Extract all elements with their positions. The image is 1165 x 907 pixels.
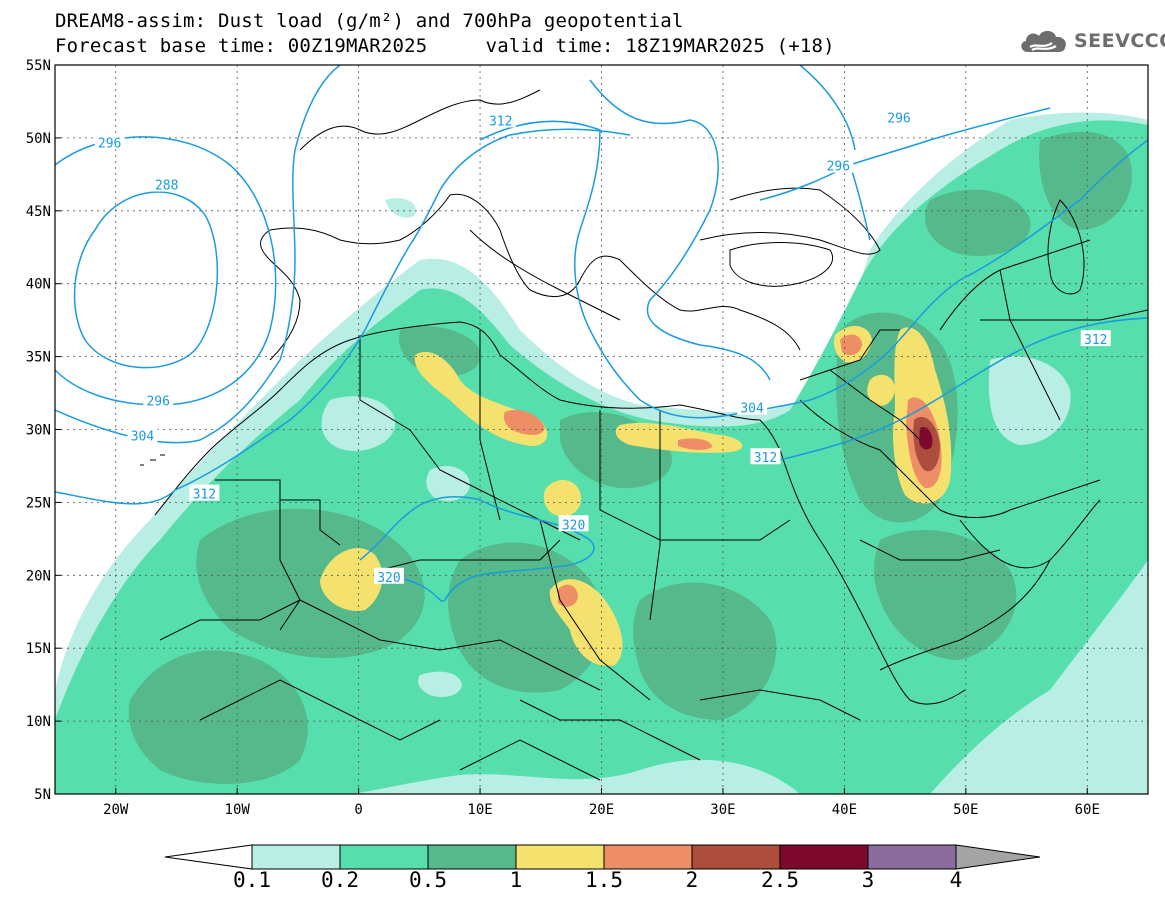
colorbar-bin — [691, 844, 781, 870]
lon-tick-label: 10E — [467, 802, 492, 818]
colorbar-bin — [603, 844, 693, 870]
lat-lon-grid — [55, 65, 1148, 794]
contour-label: 288 — [155, 179, 178, 194]
colorbar-label: 1.5 — [585, 868, 623, 892]
contour-label-bg — [823, 156, 854, 173]
dust-load-shading — [55, 112, 1148, 794]
contour-label: 312 — [1084, 333, 1107, 348]
contour-label: 304 — [740, 402, 764, 417]
logo-text: SEEVCCC — [1074, 30, 1165, 52]
contour-label: 312 — [193, 488, 216, 503]
contour-label: 296 — [887, 111, 910, 126]
contour-label-bg — [143, 391, 174, 408]
contour-label-bg — [750, 448, 781, 465]
lon-tick-label: 60E — [1075, 802, 1100, 818]
contour-label-bg — [1080, 330, 1111, 347]
contour-label: 320 — [377, 571, 400, 586]
contour-label: 320 — [562, 518, 585, 533]
lat-tick-label: 35N — [26, 350, 51, 366]
contour-label-bg — [558, 515, 589, 532]
coastlines-and-borders — [140, 89, 1148, 781]
forecast-times: Forecast base time: 00Z19MAR2025 valid t… — [55, 35, 835, 57]
contour-label-bg — [485, 111, 516, 128]
lat-tick-label: 45N — [26, 204, 51, 220]
contour-label: 304 — [131, 429, 155, 444]
contour-label: 296 — [827, 160, 850, 175]
axis-tick-labels: 20W 10W 0 10E 20E 30E 40E 50E 60E 5N 10N 15N 20N 25N 3… — [26, 58, 1100, 818]
axis-ticks — [55, 64, 1088, 795]
colorbar-label: 0.2 — [321, 868, 359, 892]
lat-tick-label: 30N — [26, 423, 51, 439]
seevccc-logo: SEEVCCC — [1018, 27, 1165, 55]
contour-label-bg — [373, 567, 404, 584]
map-title: DREAM8-assim: Dust load (g/m²) and 700hP… — [55, 10, 684, 32]
colorbar-label: 4 — [949, 868, 963, 892]
colorbar-label: 3 — [861, 868, 875, 892]
colorbar-bin — [251, 844, 341, 870]
colorbar-label: 1 — [509, 868, 523, 892]
contour-label-bg — [151, 175, 182, 192]
lat-tick-label: 25N — [26, 495, 51, 511]
lon-tick-label: 20E — [589, 802, 614, 818]
colorbar-bin — [779, 844, 869, 870]
contour-label: 312 — [489, 114, 512, 129]
cloud-icon — [1021, 30, 1066, 52]
colorbar-bin — [427, 844, 517, 870]
contour-label-bg — [94, 133, 125, 150]
colorbar-label: 2 — [685, 868, 699, 892]
lon-tick-label: 30E — [710, 802, 735, 818]
contour-label: 296 — [146, 394, 169, 409]
lat-tick-label: 15N — [26, 641, 51, 657]
colorbar-label: 2.5 — [761, 868, 799, 892]
colorbar-max-arrow — [955, 844, 1041, 870]
lat-tick-label: 55N — [26, 58, 51, 74]
colorbar-min-arrow — [164, 844, 253, 870]
geopotential-contours — [55, 65, 1148, 602]
lon-tick-label: 20W — [103, 802, 129, 818]
contour-label-bg — [884, 108, 915, 125]
colorbar-label: 0.5 — [409, 868, 447, 892]
contour-label: 312 — [754, 451, 777, 466]
lon-tick-label: 40E — [832, 802, 857, 818]
colorbar-bin — [339, 844, 429, 870]
colorbar-bin — [867, 844, 957, 870]
contour-label-bg — [189, 484, 220, 501]
colorbar-bin — [515, 844, 605, 870]
lat-tick-label: 50N — [26, 131, 51, 147]
lat-tick-label: 20N — [26, 568, 51, 584]
contour-label-bg — [737, 398, 768, 415]
lon-tick-label: 10W — [225, 802, 251, 818]
colorbar-label: 0.1 — [233, 868, 271, 892]
lat-tick-label: 40N — [26, 277, 51, 293]
contour-label-bg — [127, 426, 158, 443]
lon-tick-label: 50E — [953, 802, 978, 818]
lat-tick-label: 5N — [34, 787, 51, 803]
contour-labels: 296 288 296 304 312 312 296 296 312 304 312 320 320 — [94, 108, 1111, 586]
contour-label: 296 — [98, 136, 121, 151]
lat-tick-label: 10N — [26, 714, 51, 730]
lon-tick-label: 0 — [354, 802, 362, 818]
colorbar — [164, 844, 1041, 870]
